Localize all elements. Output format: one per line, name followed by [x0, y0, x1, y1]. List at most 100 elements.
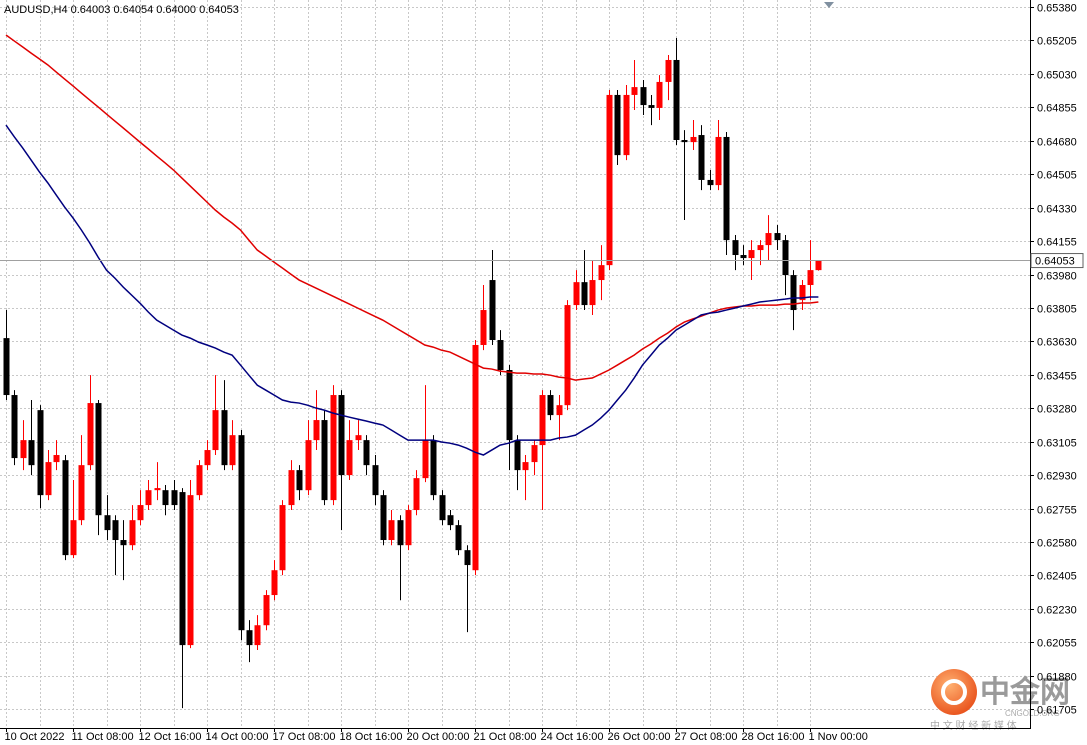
- candle-body: [656, 81, 663, 108]
- candle-body: [623, 94, 630, 156]
- watermark-logo-ring: [941, 679, 967, 705]
- candle-body: [3, 338, 10, 396]
- candle-body: [129, 520, 136, 546]
- y-tick-label: 0.64680: [1037, 137, 1077, 149]
- y-tick-label: 0.61705: [1037, 705, 1077, 717]
- candle-body: [112, 520, 119, 541]
- watermark-slogan: 中 文 财 经 新 媒 体: [930, 719, 1017, 732]
- candle-body: [790, 275, 797, 311]
- candle-body: [187, 495, 194, 646]
- y-tick-label: 0.62055: [1037, 638, 1077, 650]
- candle-body: [162, 490, 169, 506]
- candle-body: [556, 405, 563, 416]
- candle-body: [171, 490, 178, 506]
- axes: 0.65380 0.65205 0.65030 0.64855 0.64680 0.645…: [5, 3, 1084, 743]
- watermark-name: 中金网: [980, 675, 1070, 709]
- y-tick-label: 0.63455: [1037, 371, 1077, 383]
- y-tick-label: 0.63105: [1037, 438, 1077, 450]
- candle-body: [589, 280, 596, 306]
- watermark-site: CNGOLD.ORG: [1005, 709, 1060, 718]
- candle-body: [204, 450, 211, 466]
- ma-line: [5, 34, 819, 381]
- candle-body: [422, 440, 429, 479]
- candle-body: [807, 270, 814, 286]
- y-tick-label: 0.64330: [1037, 204, 1077, 216]
- x-tick-label: 11 Oct 08:00: [72, 731, 134, 743]
- candle-body: [28, 440, 35, 466]
- y-tick-label: 0.65205: [1037, 36, 1077, 48]
- x-tick-label: 24 Oct 16:00: [541, 731, 604, 743]
- candle-body: [288, 470, 295, 506]
- candle-body: [229, 435, 236, 466]
- candle-body: [757, 245, 764, 251]
- candle-body: [497, 340, 504, 371]
- candle-body: [799, 285, 806, 301]
- candle-body: [640, 87, 647, 106]
- y-tick-label: 0.61880: [1037, 672, 1077, 684]
- candle-body: [748, 250, 755, 259]
- y-tick-label: 0.63630: [1037, 337, 1077, 349]
- y-tick-label: 0.63980: [1037, 271, 1077, 283]
- candle-body: [430, 440, 437, 496]
- y-tick-label: 0.64505: [1037, 170, 1077, 182]
- candle-body: [271, 570, 278, 596]
- y-tick-label: 0.62230: [1037, 605, 1077, 617]
- candle-body: [782, 240, 789, 276]
- candle-body: [20, 440, 27, 459]
- candle-body: [506, 370, 513, 441]
- candle-body: [413, 478, 420, 511]
- candle-body: [681, 140, 688, 143]
- candle-body: [581, 282, 588, 306]
- candle-body: [263, 595, 270, 626]
- candle-body: [120, 540, 127, 546]
- candle-body: [665, 59, 672, 82]
- candle-body: [447, 515, 454, 526]
- x-tick-label: 28 Oct 16:00: [742, 731, 805, 743]
- y-tick-label: 0.62930: [1037, 471, 1077, 483]
- candle-body: [405, 510, 412, 546]
- candle-body: [305, 440, 312, 491]
- candle-body: [539, 395, 546, 446]
- candle-body: [439, 495, 446, 521]
- y-tick-label: 0.62580: [1037, 538, 1077, 550]
- candle-body: [279, 505, 286, 571]
- chart-title: AUDUSD,H4 0.64003 0.64054 0.64000 0.6405…: [4, 4, 239, 16]
- candle-body: [774, 233, 781, 241]
- y-tick-label: 0.64855: [1037, 103, 1077, 115]
- y-tick-label: 0.63280: [1037, 404, 1077, 416]
- candle-body: [815, 260, 822, 271]
- candle-body: [573, 282, 580, 306]
- candle-body: [78, 465, 85, 521]
- x-tick-label: 27 Oct 08:00: [675, 731, 738, 743]
- y-tick-label: 0.62405: [1037, 571, 1077, 583]
- candle-body: [137, 505, 144, 521]
- candle-body: [372, 465, 379, 496]
- candle-body: [313, 420, 320, 441]
- candle-body: [196, 465, 203, 496]
- candle-body: [648, 105, 655, 108]
- candle-body: [715, 136, 722, 186]
- x-tick-label: 20 Oct 00:00: [407, 731, 470, 743]
- candle-body: [363, 440, 370, 466]
- candle-body: [62, 460, 69, 556]
- candle-body: [221, 410, 228, 466]
- candle-body: [598, 265, 605, 281]
- candle-body: [254, 625, 261, 646]
- candle-body: [673, 59, 680, 141]
- candle-body: [723, 136, 730, 241]
- candle-body: [11, 395, 18, 459]
- x-tick-label: 1 Nov 00:00: [809, 731, 868, 743]
- candle-body: [388, 520, 395, 541]
- candle-body: [606, 94, 613, 266]
- candle-body: [514, 440, 521, 471]
- x-tick-label: 26 Oct 00:00: [608, 731, 671, 743]
- candle-body: [321, 420, 328, 501]
- candle-body: [179, 492, 186, 646]
- candle-body: [564, 305, 571, 406]
- plot: [0, 34, 1030, 709]
- candle-body: [455, 525, 462, 551]
- candle-body: [690, 136, 697, 143]
- watermark-logo: [931, 669, 977, 715]
